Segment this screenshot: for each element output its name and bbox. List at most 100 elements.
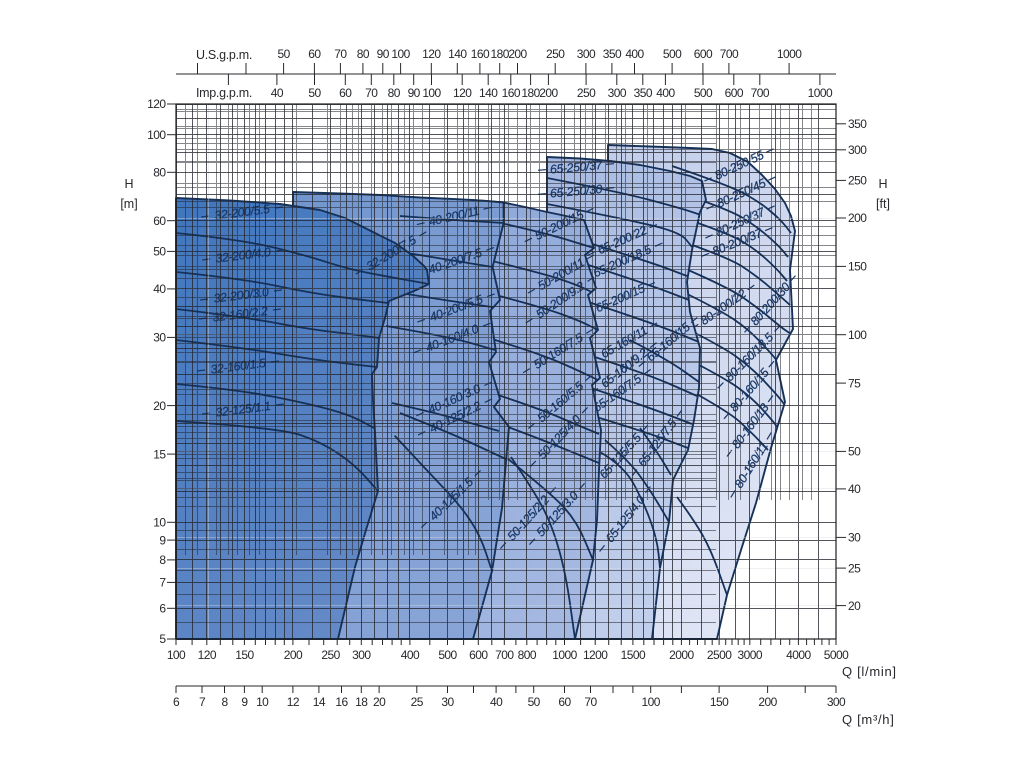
svg-text:9: 9 [159, 533, 166, 547]
svg-text:16: 16 [335, 695, 348, 709]
svg-text:300: 300 [848, 143, 867, 157]
svg-text:60: 60 [153, 214, 166, 228]
svg-text:200: 200 [508, 47, 527, 61]
svg-text:H: H [124, 177, 133, 191]
svg-text:300: 300 [352, 648, 371, 662]
svg-text:65-250/30: 65-250/30 [549, 182, 603, 201]
svg-text:150: 150 [235, 648, 254, 662]
svg-text:180: 180 [521, 86, 540, 100]
svg-text:400: 400 [401, 648, 420, 662]
svg-text:100: 100 [391, 47, 410, 61]
svg-text:350: 350 [603, 47, 622, 61]
svg-text:250: 250 [848, 174, 867, 188]
svg-text:250: 250 [577, 86, 596, 100]
svg-text:120: 120 [453, 86, 472, 100]
svg-text:1200: 1200 [583, 648, 608, 662]
svg-text:150: 150 [848, 260, 867, 274]
svg-text:40: 40 [271, 86, 284, 100]
svg-text:1000: 1000 [808, 86, 833, 100]
svg-text:50: 50 [153, 245, 166, 259]
svg-text:200: 200 [758, 695, 777, 709]
svg-text:14: 14 [313, 695, 326, 709]
svg-text:[ft]: [ft] [876, 197, 890, 211]
svg-text:8: 8 [159, 553, 166, 567]
svg-text:40: 40 [153, 282, 166, 296]
svg-text:250: 250 [321, 648, 340, 662]
svg-text:50: 50 [277, 47, 290, 61]
svg-text:70: 70 [584, 695, 597, 709]
svg-text:100: 100 [147, 128, 166, 142]
svg-text:5000: 5000 [824, 648, 849, 662]
svg-text:80: 80 [357, 47, 370, 61]
svg-text:10: 10 [256, 695, 269, 709]
svg-text:1000: 1000 [777, 47, 802, 61]
svg-text:140: 140 [479, 86, 498, 100]
svg-text:15: 15 [153, 447, 166, 461]
svg-text:150: 150 [710, 695, 729, 709]
svg-text:250: 250 [546, 47, 565, 61]
svg-text:400: 400 [625, 47, 644, 61]
svg-text:5: 5 [159, 632, 166, 646]
svg-text:600: 600 [694, 47, 713, 61]
svg-text:10: 10 [153, 516, 166, 530]
svg-text:20: 20 [848, 599, 861, 613]
svg-text:4000: 4000 [786, 648, 811, 662]
svg-text:60: 60 [339, 86, 352, 100]
svg-text:25: 25 [848, 561, 861, 575]
svg-text:700: 700 [751, 86, 770, 100]
svg-text:30: 30 [441, 695, 454, 709]
svg-text:80: 80 [153, 166, 166, 180]
svg-text:90: 90 [408, 86, 421, 100]
svg-text:50: 50 [308, 86, 321, 100]
svg-text:2000: 2000 [669, 648, 694, 662]
svg-text:100: 100 [642, 695, 661, 709]
svg-text:H: H [878, 177, 887, 191]
svg-text:700: 700 [720, 47, 739, 61]
svg-text:140: 140 [448, 47, 467, 61]
svg-text:120: 120 [422, 47, 441, 61]
svg-text:12: 12 [287, 695, 300, 709]
svg-text:U.S.g.p.m.: U.S.g.p.m. [196, 48, 252, 62]
svg-text:1000: 1000 [552, 648, 577, 662]
svg-text:800: 800 [518, 648, 537, 662]
svg-text:200: 200 [539, 86, 558, 100]
svg-text:70: 70 [365, 86, 378, 100]
svg-text:350: 350 [848, 117, 867, 131]
svg-text:100: 100 [422, 86, 441, 100]
svg-text:60: 60 [308, 47, 321, 61]
svg-text:350: 350 [634, 86, 653, 100]
svg-text:700: 700 [495, 648, 514, 662]
svg-text:2500: 2500 [707, 648, 732, 662]
svg-text:160: 160 [502, 86, 521, 100]
svg-text:Q [l/min]: Q [l/min] [842, 664, 897, 679]
svg-text:Q [m³/h]: Q [m³/h] [842, 712, 895, 727]
svg-text:[m]: [m] [120, 197, 137, 211]
svg-text:80: 80 [388, 86, 401, 100]
svg-text:100: 100 [848, 328, 867, 342]
svg-text:300: 300 [608, 86, 627, 100]
svg-text:7: 7 [199, 695, 206, 709]
svg-text:6: 6 [173, 695, 180, 709]
svg-text:120: 120 [147, 97, 166, 111]
svg-text:500: 500 [663, 47, 682, 61]
svg-text:200: 200 [848, 211, 867, 225]
svg-text:90: 90 [377, 47, 390, 61]
svg-text:6: 6 [159, 602, 166, 616]
svg-text:200: 200 [284, 648, 303, 662]
svg-text:75: 75 [848, 376, 861, 390]
svg-text:3000: 3000 [738, 648, 763, 662]
svg-text:25: 25 [411, 695, 424, 709]
svg-text:180: 180 [491, 47, 510, 61]
svg-text:30: 30 [153, 331, 166, 345]
svg-text:600: 600 [725, 86, 744, 100]
svg-text:9: 9 [241, 695, 248, 709]
svg-text:40: 40 [490, 695, 503, 709]
svg-text:50: 50 [848, 445, 861, 459]
svg-text:300: 300 [827, 695, 846, 709]
svg-text:160: 160 [471, 47, 490, 61]
svg-text:32-160/2.2: 32-160/2.2 [212, 304, 269, 325]
svg-text:20: 20 [373, 695, 386, 709]
svg-text:Imp.g.p.m.: Imp.g.p.m. [196, 86, 252, 100]
svg-text:400: 400 [656, 86, 675, 100]
svg-text:50: 50 [528, 695, 541, 709]
